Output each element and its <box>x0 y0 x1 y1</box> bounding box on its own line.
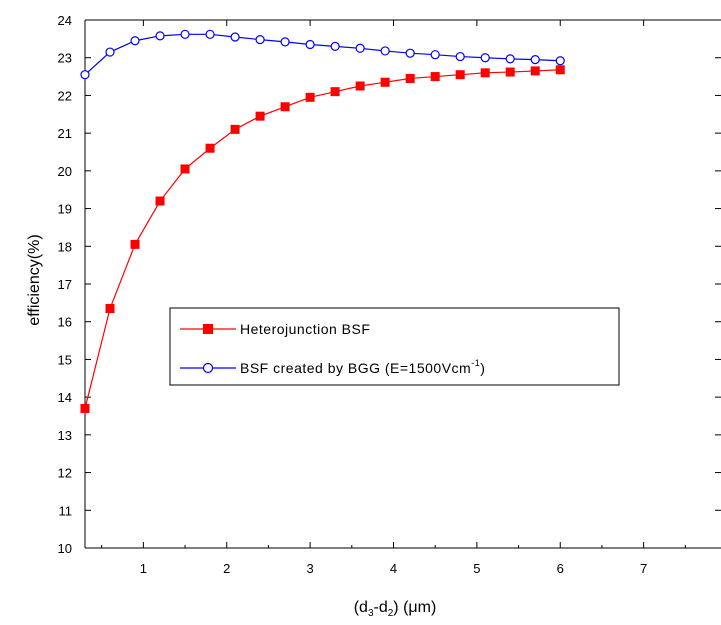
data-point-circle <box>455 51 465 62</box>
x-axis-title-main: (d <box>354 599 368 616</box>
series-bgg <box>80 29 565 80</box>
legend-entry-heterojunction: Heterojunction BSF <box>180 321 370 337</box>
x-axis-title-sub2: 2 <box>388 608 394 619</box>
x-axis-ticks: 12345678 <box>101 20 686 576</box>
y-tick-label: 20 <box>58 164 72 179</box>
y-axis-title: efficiency(%) <box>26 234 43 325</box>
data-point-circle <box>305 39 315 50</box>
data-point-circle <box>130 36 140 46</box>
data-point-circle <box>155 31 165 41</box>
data-point-square <box>80 403 90 413</box>
data-point-square <box>255 111 265 121</box>
data-point-circle <box>280 37 290 47</box>
y-tick-label: 13 <box>58 428 72 443</box>
x-tick-label: 7 <box>640 561 647 576</box>
y-axis-ticks: 10 11 12 13 14 15 16 17 18 19 20 21 22 23 24 <box>58 13 721 556</box>
data-point-square <box>105 304 115 314</box>
legend-box <box>169 307 620 386</box>
x-axis-title-mid: -d <box>374 599 388 616</box>
data-point-square <box>505 67 515 77</box>
data-point-square <box>405 73 415 83</box>
data-point-circle <box>380 46 390 56</box>
legend-label-bgg-tail: ) <box>480 360 485 376</box>
series-layer <box>80 29 565 413</box>
data-point-square <box>280 102 290 112</box>
y-tick-label: 21 <box>58 126 72 141</box>
series-heterojunction <box>80 65 565 413</box>
data-point-square <box>305 92 315 102</box>
data-point-square <box>555 65 565 75</box>
data-point-circle <box>80 70 90 80</box>
data-point-square <box>130 239 140 249</box>
legend-label-bgg-main: BSF created by BGG (E=1500Vcm <box>240 360 471 376</box>
data-point-circle <box>330 41 340 52</box>
data-point-circle <box>230 32 240 42</box>
x-axis-title-sub1: 3 <box>368 608 374 619</box>
legend-label-bgg-sup: -1 <box>471 358 480 368</box>
data-point-square <box>180 164 190 174</box>
data-point-circle <box>105 47 115 57</box>
y-tick-label: 19 <box>58 202 72 217</box>
x-tick-label: 4 <box>390 561 397 576</box>
y-tick-label: 15 <box>58 352 72 367</box>
data-point-circle <box>530 54 540 65</box>
y-tick-label: 12 <box>58 466 72 481</box>
data-point-circle <box>180 29 190 39</box>
x-tick-label: 1 <box>140 561 147 576</box>
y-tick-label: 11 <box>59 503 73 518</box>
data-point-square <box>530 66 540 76</box>
y-tick-label: 17 <box>58 277 72 292</box>
x-tick-label: 2 <box>223 561 230 576</box>
y-tick-label: 22 <box>58 88 72 103</box>
legend-label-heterojunction: Heterojunction BSF <box>240 321 370 337</box>
x-tick-label: 3 <box>306 561 313 576</box>
x-axis-title-tail: ) (μm) <box>393 599 436 616</box>
legend-entry-bgg: BSF created by BGG (E=1500Vcm-1) <box>180 358 485 376</box>
y-tick-label: 23 <box>58 51 72 66</box>
x-axis-title: (d3-d2) (μm) <box>354 599 437 619</box>
y-tick-label: 24 <box>58 13 72 28</box>
data-point-square <box>455 70 465 80</box>
data-point-circle <box>555 56 565 66</box>
data-point-circle <box>405 48 415 58</box>
y-tick-label: 18 <box>58 239 72 254</box>
x-tick-label: 6 <box>557 561 564 576</box>
data-point-circle <box>255 35 265 45</box>
data-point-square <box>380 77 390 87</box>
x-tick-label: 5 <box>473 561 480 576</box>
data-point-circle <box>480 53 490 63</box>
data-point-circle <box>505 54 515 64</box>
data-point-circle <box>205 29 215 39</box>
data-point-square <box>480 68 490 78</box>
data-point-square <box>230 124 240 134</box>
y-tick-label: 14 <box>58 390 72 405</box>
legend-marker-square <box>203 324 213 334</box>
legend-label-bgg: BSF created by BGG (E=1500Vcm-1) <box>240 358 485 376</box>
legend: Heterojunction BSF BSF created by BGG (E… <box>169 307 620 386</box>
y-tick-label: 10 <box>58 541 72 556</box>
data-point-circle <box>355 43 365 53</box>
y-tick-label: 16 <box>58 315 72 330</box>
legend-marker-circle <box>202 362 214 374</box>
plot-frame <box>84 19 721 549</box>
data-point-square <box>205 143 215 153</box>
data-point-square <box>355 81 365 91</box>
data-point-square <box>430 72 440 82</box>
data-point-circle <box>430 50 440 60</box>
data-point-square <box>330 87 340 97</box>
data-point-square <box>155 196 165 206</box>
